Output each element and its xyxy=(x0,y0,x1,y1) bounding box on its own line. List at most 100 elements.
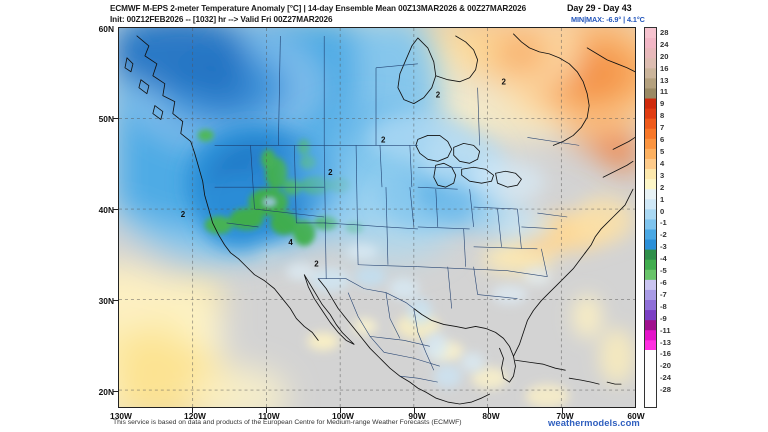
colorbar-tick-label: 2 xyxy=(660,182,665,192)
colorbar-swatch xyxy=(645,128,656,140)
ytick-mark xyxy=(113,300,118,301)
colorbar-swatch xyxy=(645,118,656,130)
colorbar-tick-label: 7 xyxy=(660,123,665,133)
colorbar-swatch xyxy=(645,179,656,190)
colorbar-tick-label: 6 xyxy=(660,135,665,145)
colorbar-swatch xyxy=(645,239,656,251)
xtick-mark xyxy=(414,408,415,413)
contour-label: 2 xyxy=(328,168,333,177)
colorbar-tick-label: 3 xyxy=(660,170,665,180)
colorbar-swatch xyxy=(645,300,656,311)
colorbar-tick-label: -1 xyxy=(660,218,667,228)
xtick-100W: 100W xyxy=(332,411,354,421)
colorbar-swatch xyxy=(645,269,656,281)
colorbar-tick-label: 0 xyxy=(660,206,665,216)
colorbar-swatch xyxy=(645,340,656,351)
ytick-mark xyxy=(113,391,118,392)
colorbar-tick-label: 16 xyxy=(660,63,669,73)
colorbar-tick-label: -11 xyxy=(660,325,671,335)
xtick-60W: 60W xyxy=(627,411,645,421)
xtick-90W: 90W xyxy=(408,411,426,421)
colorbar-swatch xyxy=(645,249,656,261)
colorbar-tick-label: -24 xyxy=(660,373,671,383)
colorbar-swatch xyxy=(645,148,656,160)
ytick-mark xyxy=(113,209,118,210)
colorbar-tick-label: 8 xyxy=(660,111,665,121)
colorbar-swatch xyxy=(645,88,656,99)
colorbar-swatch xyxy=(645,68,656,79)
contour-label: 2 xyxy=(502,78,507,87)
colorbar-swatch xyxy=(645,320,656,331)
colorbar-swatch xyxy=(645,98,656,110)
colorbar-swatch xyxy=(645,289,656,301)
colorbar-tick-label: -7 xyxy=(660,289,667,299)
colorbar-tick-label: 1 xyxy=(660,194,665,204)
colorbar-tick-label: -16 xyxy=(660,349,671,359)
ytick-40N: 40N xyxy=(98,205,114,215)
colorbar-tick-label: -3 xyxy=(660,242,667,252)
map-plot-area[interactable]: 2 4 2 2 2 2 2 xyxy=(118,27,636,408)
colorbar-tick-label: 5 xyxy=(660,147,665,157)
brand-watermark: weathermodels.com xyxy=(548,417,640,428)
init-valid-line: Init: 00Z12FEB2026 -- [1032] hr --> Vali… xyxy=(110,15,333,24)
colorbar-swatch xyxy=(645,330,656,341)
colorbar-swatch xyxy=(645,209,656,220)
colorbar-swatch xyxy=(645,259,656,271)
ytick-20N: 20N xyxy=(98,387,114,397)
colorbar-swatch xyxy=(645,58,656,69)
xtick-mark xyxy=(192,408,193,413)
colorbar-tick-label: 9 xyxy=(660,99,665,109)
colorbar-swatch xyxy=(645,189,656,200)
ytick-60N: 60N xyxy=(98,24,114,34)
colorbar-swatch xyxy=(645,48,656,59)
ytick-mark xyxy=(113,118,118,119)
xtick-mark xyxy=(562,408,563,413)
min-max-label: MIN|MAX: -6.9° | 4.1°C xyxy=(571,15,645,24)
colorbar-swatch xyxy=(645,108,656,120)
colorbar-swatch xyxy=(645,279,656,291)
colorbar-tick-label: 13 xyxy=(660,75,669,85)
contour-label: 4 xyxy=(288,238,293,247)
contour-label: 2 xyxy=(314,260,319,269)
day-range-label: Day 29 - Day 43 xyxy=(567,3,632,13)
contour-label: 2 xyxy=(381,135,386,144)
colorbar-swatch xyxy=(645,78,656,89)
colorbar-tick-label: 4 xyxy=(660,158,665,168)
colorbar-swatch xyxy=(645,229,656,240)
xtick-mark xyxy=(266,408,267,413)
ytick-30N: 30N xyxy=(98,296,114,306)
contour-label: 2 xyxy=(436,91,441,100)
colorbar-tick-label: -20 xyxy=(660,361,671,371)
colorbar-tick-label: -2 xyxy=(660,230,667,240)
colorbar-swatch xyxy=(645,158,656,170)
colorbar[interactable] xyxy=(644,27,657,408)
colorbar-swatch xyxy=(645,28,656,39)
xtick-80W: 80W xyxy=(482,411,500,421)
data-source-credit: This service is based on data and produc… xyxy=(113,419,462,426)
colorbar-tick-label: -8 xyxy=(660,301,667,311)
colorbar-tick-label: 11 xyxy=(660,87,669,97)
colorbar-tick-label: -13 xyxy=(660,337,671,347)
colorbar-tick-label: -9 xyxy=(660,313,667,323)
colorbar-tick-label: 28 xyxy=(660,27,669,37)
xtick-mark xyxy=(340,408,341,413)
colorbar-tick-label: 20 xyxy=(660,51,669,61)
xtick-120W: 120W xyxy=(184,411,206,421)
colorbar-swatch xyxy=(645,169,656,180)
colorbar-swatch xyxy=(645,38,656,49)
colorbar-swatch xyxy=(645,310,656,321)
chart-header: ECMWF M-EPS 2-meter Temperature Anomaly … xyxy=(0,0,768,28)
colorbar-tick-label: -4 xyxy=(660,254,667,264)
colorbar-swatch xyxy=(645,138,656,150)
temperature-anomaly-map: 2 4 2 2 2 2 2 xyxy=(119,28,635,407)
colorbar-tick-label: -6 xyxy=(660,277,667,287)
colorbar-swatch xyxy=(645,219,656,230)
colorbar-swatch xyxy=(645,199,656,210)
page-title: ECMWF M-EPS 2-meter Temperature Anomaly … xyxy=(110,4,527,13)
ytick-50N: 50N xyxy=(98,114,114,124)
contour-label: 2 xyxy=(181,210,186,219)
xtick-mark xyxy=(488,408,489,413)
xtick-110W: 110W xyxy=(258,411,280,421)
xtick-130W: 130W xyxy=(110,411,132,421)
